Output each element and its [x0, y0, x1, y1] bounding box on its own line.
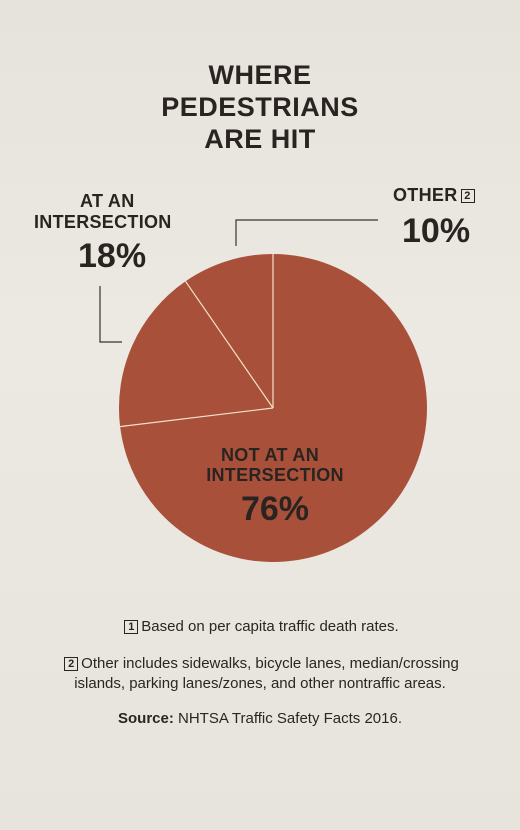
footnote-marker-other: 2	[460, 189, 475, 204]
pie-slices-group	[118, 254, 427, 562]
slice-label-not-intersection-line-2: INTERSECTION	[206, 465, 344, 485]
slice-label-other-text: OTHER	[393, 185, 458, 205]
leader-line-other	[235, 219, 378, 246]
footnote-1: 1 Based on per capita traffic death rates…	[0, 617, 520, 637]
pie-slice-other	[185, 254, 273, 408]
footnote-1-marker: 1	[124, 620, 139, 635]
slice-label-not-intersection-line-1: NOT AT AN	[220, 445, 320, 465]
footnote-2: 2 Other includes sidewalks, bicycle lanes…	[0, 654, 520, 694]
chart-title-line-1: WHERE	[208, 60, 312, 90]
slice-label-intersection-line-1: AT AN	[80, 191, 135, 211]
slice-label-intersection-line-2: INTERSECTION	[34, 212, 172, 232]
slice-value-not-intersection: 76%	[240, 490, 310, 528]
footnote-2-line-1: Other includes sidewalks, bicycle lanes,…	[81, 655, 459, 672]
source-text: NHTSA Traffic Safety Facts 2016.	[178, 710, 402, 727]
footnote-1-text: Based on per capita traffic death rates.	[141, 618, 399, 635]
slice-value-other: 10%	[402, 212, 471, 250]
pie-slice-intersection	[118, 281, 273, 427]
chart-title-line-2: PEDESTRIANS	[161, 92, 359, 122]
pie-slice-separator	[120, 407, 274, 428]
footnote-2-marker: 2	[64, 657, 79, 672]
source-label: Source:	[117, 710, 174, 727]
footnote-2-line-2: islands, parking lanes/zones, and other …	[74, 675, 446, 692]
slice-label-other: OTHER 2	[393, 184, 478, 206]
chart-title-line-3: ARE HIT	[204, 124, 316, 154]
pie-slice-separator	[185, 280, 274, 409]
leader-line-intersection	[99, 286, 122, 343]
slice-value-intersection: 18%	[78, 237, 147, 275]
source-note: Source: NHTSA Traffic Safety Facts 2016.	[0, 709, 520, 729]
